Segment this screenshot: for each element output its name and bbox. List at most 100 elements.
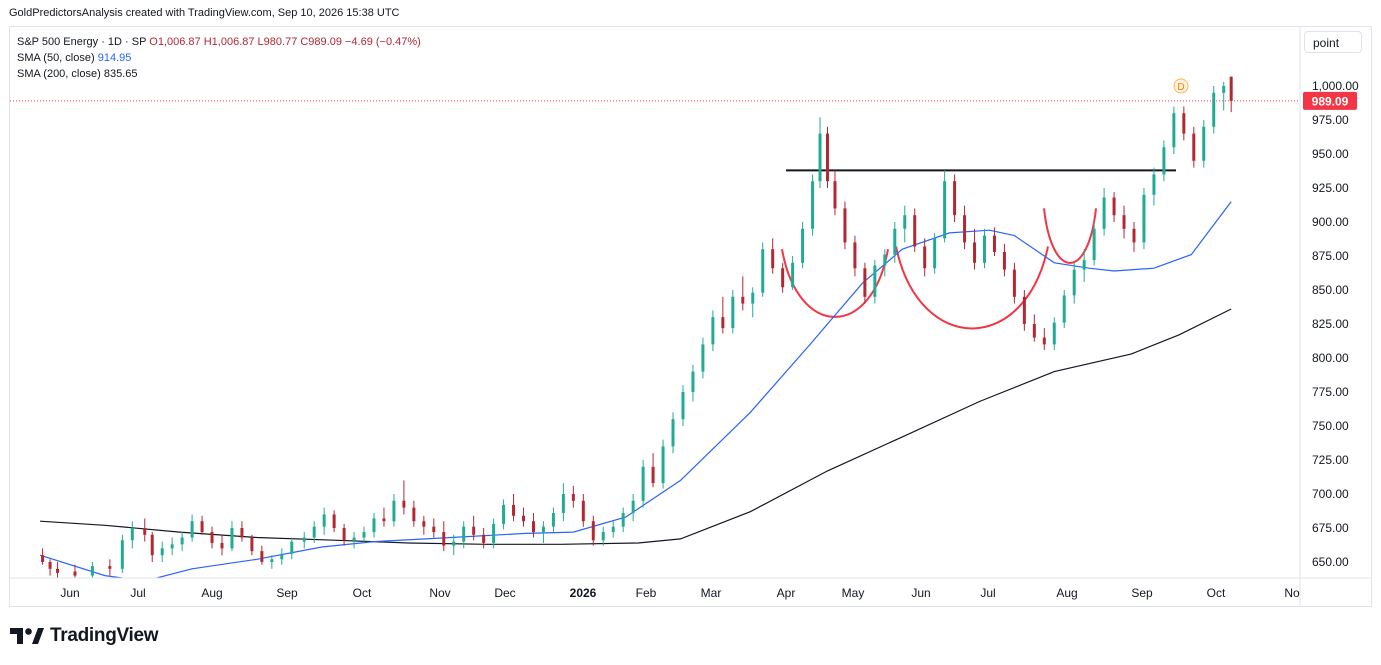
candle-body bbox=[342, 528, 346, 541]
legend-interval: · 1D · SP bbox=[101, 36, 147, 48]
candle-body bbox=[402, 500, 406, 508]
price-tick-label: 675.00 bbox=[1312, 521, 1349, 535]
candle-body bbox=[982, 235, 986, 263]
time-tick-label: Feb bbox=[636, 586, 657, 600]
legend-symbol-row: S&P 500 Energy · 1D · SP O1,006.87 H1,00… bbox=[17, 34, 421, 50]
legend-sma50-label: SMA (50, close) bbox=[17, 52, 95, 64]
candle-body bbox=[681, 392, 685, 420]
candle-body bbox=[372, 518, 376, 533]
candle-body bbox=[1072, 269, 1076, 296]
price-tick-label: 875.00 bbox=[1312, 249, 1349, 263]
time-tick-label: No bbox=[1284, 586, 1300, 600]
time-tick-label: Oct bbox=[1207, 586, 1226, 600]
candle-body bbox=[220, 542, 224, 549]
candle-body bbox=[73, 571, 77, 576]
time-tick-label: Sep bbox=[276, 586, 298, 600]
candle-body bbox=[260, 551, 264, 562]
candle-body bbox=[561, 494, 565, 514]
candle-body bbox=[1112, 197, 1116, 216]
candle-body bbox=[1002, 251, 1006, 270]
candle-body bbox=[671, 419, 675, 447]
price-tick-label: 800.00 bbox=[1312, 351, 1349, 365]
price-tick-label: 700.00 bbox=[1312, 487, 1349, 501]
candle-body bbox=[873, 265, 877, 297]
candle-body bbox=[150, 534, 154, 556]
candle-body bbox=[392, 500, 396, 522]
candle-body bbox=[1142, 194, 1146, 243]
candle-body bbox=[731, 296, 735, 329]
candle-body bbox=[651, 466, 655, 484]
candle-body bbox=[200, 521, 204, 533]
candle-body bbox=[270, 559, 274, 562]
candle-body bbox=[442, 532, 446, 546]
legend-sma200-label: SMA (200, close) bbox=[17, 68, 101, 80]
price-tick-label: 825.00 bbox=[1312, 317, 1349, 331]
candle-body bbox=[120, 540, 124, 569]
last-price-tag bbox=[1303, 91, 1357, 110]
candle-body bbox=[661, 446, 665, 484]
price-tick-label: 975.00 bbox=[1312, 113, 1349, 127]
legend-sma50-row[interactable]: SMA (50, close) 914.95 bbox=[17, 50, 421, 66]
candle-body bbox=[893, 228, 897, 255]
candle-body bbox=[108, 566, 112, 569]
candle-body bbox=[781, 268, 785, 288]
candle-body bbox=[826, 133, 830, 182]
candle-body bbox=[721, 317, 725, 329]
price-scale-mode-button[interactable]: point bbox=[1304, 31, 1362, 53]
candle-body bbox=[280, 553, 284, 560]
time-tick-label: Sep bbox=[1131, 586, 1153, 600]
candle-body bbox=[621, 513, 625, 527]
candle-body bbox=[943, 181, 947, 239]
candle-body bbox=[1042, 337, 1046, 345]
price-tick-label: 925.00 bbox=[1312, 181, 1349, 195]
dividend-marker-icon bbox=[1173, 78, 1189, 94]
last-price-label: 989.09 bbox=[1312, 94, 1349, 108]
time-tick-label: May bbox=[842, 586, 865, 600]
tradingview-logo[interactable]: TradingView bbox=[10, 625, 159, 647]
candle-body bbox=[581, 500, 585, 522]
dividend-marker-label: D bbox=[1177, 82, 1184, 93]
candle-body bbox=[190, 521, 194, 538]
candle-body bbox=[482, 534, 486, 543]
candle-body bbox=[130, 528, 134, 541]
candle-body bbox=[332, 514, 336, 528]
candle-body bbox=[312, 526, 316, 538]
candle-body bbox=[210, 532, 214, 543]
candle-body bbox=[1202, 126, 1206, 161]
candle-body bbox=[492, 523, 496, 543]
candle-body bbox=[322, 514, 326, 527]
right-shoulder-arc bbox=[1043, 208, 1097, 264]
candle-body bbox=[811, 181, 815, 229]
candle-body bbox=[1032, 324, 1036, 338]
price-tick-label: 650.00 bbox=[1312, 555, 1349, 569]
candle-body bbox=[1192, 133, 1196, 161]
chart-legend: S&P 500 Energy · 1D · SP O1,006.87 H1,00… bbox=[17, 34, 421, 82]
candle-body bbox=[551, 513, 555, 527]
candle-body bbox=[963, 215, 967, 243]
candle-body bbox=[412, 507, 416, 522]
candle-body bbox=[701, 344, 705, 372]
candle-body bbox=[571, 494, 575, 501]
candle-body bbox=[462, 526, 466, 542]
candle-body bbox=[1212, 92, 1216, 127]
chart-pane[interactable] bbox=[9, 26, 1372, 607]
candle-body bbox=[502, 504, 506, 524]
legend-sma200-row[interactable]: SMA (200, close) 835.65 bbox=[17, 66, 421, 82]
sma200-path bbox=[40, 308, 1232, 545]
candle-body bbox=[240, 528, 244, 538]
candle-body bbox=[992, 235, 996, 252]
candle-body bbox=[160, 548, 164, 556]
sma200-line bbox=[40, 308, 1232, 545]
legend-symbol[interactable]: S&P 500 Energy bbox=[17, 36, 99, 48]
candle-body bbox=[541, 526, 545, 533]
candle-body bbox=[522, 515, 526, 522]
candle-body bbox=[801, 228, 805, 263]
price-tick-label: 900.00 bbox=[1312, 215, 1349, 229]
time-tick-label: Jun bbox=[911, 586, 930, 600]
price-tick-label: 725.00 bbox=[1312, 453, 1349, 467]
candle-body bbox=[302, 537, 306, 542]
candle-body bbox=[90, 566, 94, 576]
candle-body bbox=[452, 541, 456, 546]
time-axis: Jun Jul Aug Sep Oct Nov Dec 2026 Feb Mar Apr May Jun… bbox=[60, 586, 1300, 600]
